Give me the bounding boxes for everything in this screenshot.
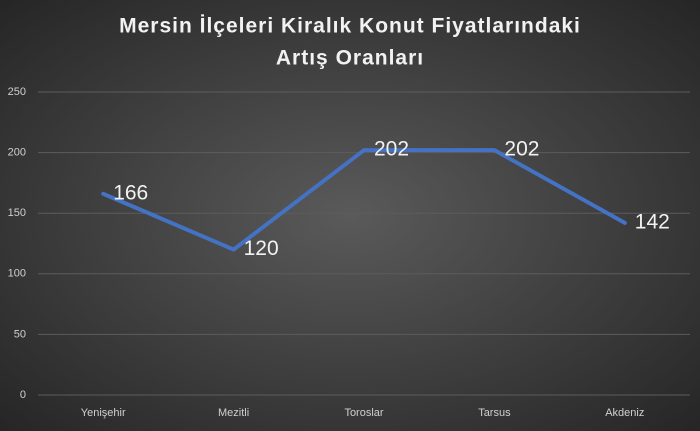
x-tick-label: Toroslar [344,407,383,419]
chart-title: Mersin İlçeleri Kiralık Konut Fiyatların… [119,15,581,38]
data-label: 166 [113,181,148,204]
x-tick-label: Akdeniz [605,407,644,419]
data-label: 120 [244,237,279,260]
y-tick-label: 100 [8,268,26,280]
data-label: 202 [374,138,409,161]
chart-title: Artış Oranları [276,47,424,70]
y-tick-label: 200 [8,147,26,159]
x-tick-label: Mezitli [218,407,249,419]
y-tick-label: 150 [8,207,26,219]
data-label: 142 [635,210,670,233]
x-tick-label: Yenişehir [81,407,126,419]
data-label: 202 [504,138,539,161]
x-tick-label: Tarsus [478,407,511,419]
y-tick-label: 0 [20,389,26,401]
data-line [101,148,627,252]
y-tick-label: 250 [8,86,26,98]
y-tick-label: 50 [14,328,26,340]
